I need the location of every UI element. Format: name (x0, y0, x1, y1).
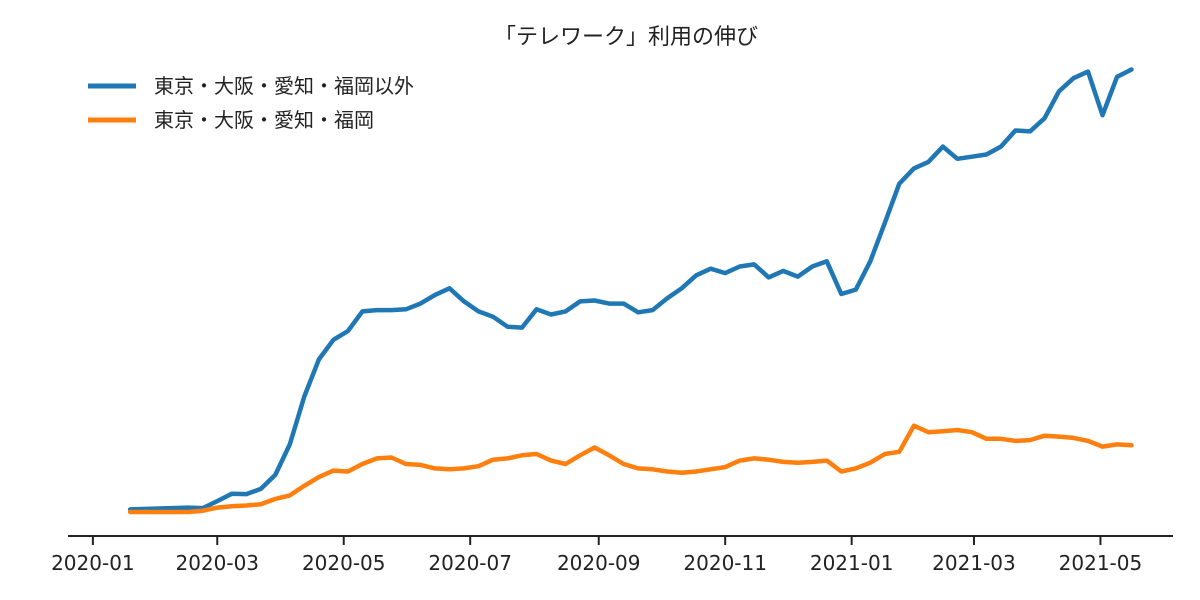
x-tick-label-2020-07: 2020-07 (428, 551, 512, 575)
x-tick-label-2020-05: 2020-05 (302, 551, 386, 575)
x-tick-label-2020-03: 2020-03 (175, 551, 259, 575)
x-axis-ticks: 2020-01 2020-03 2020-05 2020-07 2020-09 2020-… (51, 536, 1142, 575)
x-tick-label-2020-01: 2020-01 (51, 551, 135, 575)
series-line-1 (127, 67, 1134, 512)
legend-item-series-1: 東京・大阪・愛知・福岡以外 (88, 74, 414, 98)
x-tick-label-2020-09: 2020-09 (557, 551, 641, 575)
x-tick-label-2021-01: 2021-01 (810, 551, 894, 575)
legend-item-series-2: 東京・大阪・愛知・福岡 (88, 108, 374, 132)
chart-title: 「テレワーク」利用の伸び (494, 25, 758, 50)
series-lines (127, 67, 1134, 515)
x-tick-label-2021-05: 2021-05 (1059, 551, 1143, 575)
x-tick-label-2020-11: 2020-11 (683, 551, 767, 575)
legend-label-series-1: 東京・大阪・愛知・福岡以外 (154, 74, 414, 98)
legend: 東京・大阪・愛知・福岡以外 東京・大阪・愛知・福岡 (88, 74, 414, 132)
legend-label-series-2: 東京・大阪・愛知・福岡 (154, 108, 374, 132)
plot-area (127, 67, 1134, 515)
x-tick-label-2021-03: 2021-03 (932, 551, 1016, 575)
series-line-2 (127, 423, 1134, 515)
